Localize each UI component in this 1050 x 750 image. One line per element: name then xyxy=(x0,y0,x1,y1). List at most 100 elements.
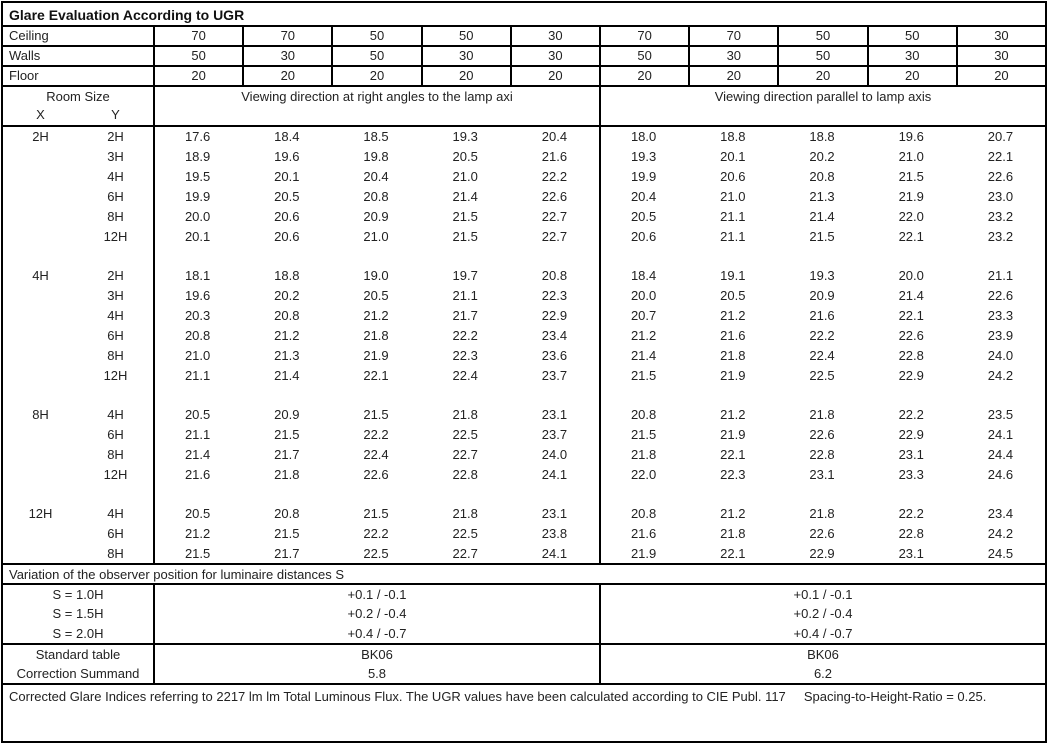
ugr-value: 22.2 xyxy=(898,407,924,422)
ugr-value: 20.5 xyxy=(184,407,211,422)
ugr-value: 22.6 xyxy=(363,467,389,482)
ugr-value: 21.6 xyxy=(630,526,657,541)
ugr-value: 20.8 xyxy=(630,506,657,521)
ugr-value: 21.5 xyxy=(898,169,924,184)
ugr-value: 24.0 xyxy=(541,447,568,462)
ugr-value: 21.5 xyxy=(630,368,657,383)
room-size-x-value: 4H xyxy=(32,268,49,283)
ugr-value: 21.5 xyxy=(274,427,300,442)
ugr-value: 20.2 xyxy=(809,149,835,164)
ugr-value: 19.6 xyxy=(898,129,924,144)
ugr-table-row: 4H 20.3 20.8 21.2 21.7 22.9 20.7 21.2 21… xyxy=(3,306,1045,326)
room-size-y-value: 6H xyxy=(107,189,124,204)
ugr-value: 22.1 xyxy=(720,546,746,561)
room-size-header: Room Size X Y xyxy=(3,87,153,125)
ugr-value: 20.6 xyxy=(720,169,746,184)
ugr-value: 21.7 xyxy=(452,308,478,323)
variation-section-title: Variation of the observer position for l… xyxy=(3,565,1045,585)
reflectance-value: 50 xyxy=(331,27,420,45)
ugr-value: 22.8 xyxy=(898,526,924,541)
ugr-value: 21.5 xyxy=(363,407,389,422)
ugr-value: 22.0 xyxy=(630,467,657,482)
ugr-value: 20.2 xyxy=(274,288,300,303)
reflectance-value: 20 xyxy=(242,67,331,85)
ugr-value: 21.4 xyxy=(809,209,835,224)
ugr-value: 23.8 xyxy=(541,526,568,541)
room-size-y-value: 12H xyxy=(103,368,128,383)
ugr-value: 22.6 xyxy=(809,427,835,442)
variation-value-left: +0.4 / -0.7 xyxy=(153,623,599,643)
ugr-value: 22.6 xyxy=(987,169,1014,184)
room-size-label: Room Size xyxy=(46,89,110,104)
variation-row: S = 2.0H +0.4 / -0.7 +0.4 / -0.7 xyxy=(3,623,1045,643)
viewing-direction-right-angles-header: Viewing direction at right angles to the… xyxy=(153,87,599,125)
reflectance-value: 50 xyxy=(420,27,510,45)
ugr-value: 22.1 xyxy=(720,447,746,462)
ugr-value: 19.3 xyxy=(630,149,657,164)
room-size-x-value xyxy=(3,445,78,465)
ugr-value: 24.5 xyxy=(987,546,1014,561)
ugr-value: 19.0 xyxy=(363,268,389,283)
summary-value-left: BK06 xyxy=(153,645,599,664)
ugr-value: 19.6 xyxy=(184,288,211,303)
room-size-x-value xyxy=(3,465,78,485)
ugr-value: 22.9 xyxy=(898,368,924,383)
ugr-value: 21.8 xyxy=(452,506,478,521)
room-size-x-value xyxy=(3,346,78,366)
x-axis-label: X xyxy=(36,107,45,122)
label-column-divider xyxy=(153,127,155,563)
ugr-value: 22.1 xyxy=(898,229,924,244)
summary-value-right: 6.2 xyxy=(599,664,1045,683)
ugr-value: 21.2 xyxy=(184,526,211,541)
summary-label: Standard table xyxy=(35,647,121,662)
ugr-value: 21.0 xyxy=(720,189,746,204)
ugr-value: 21.6 xyxy=(720,328,746,343)
ugr-value: 22.2 xyxy=(541,169,568,184)
ugr-value: 21.8 xyxy=(274,467,300,482)
ugr-value: 18.0 xyxy=(630,129,657,144)
surface-label: Walls xyxy=(9,48,41,63)
ugr-value: 21.8 xyxy=(809,407,835,422)
ugr-value: 21.6 xyxy=(541,149,568,164)
group-divider xyxy=(599,127,601,563)
ugr-value: 18.9 xyxy=(184,149,211,164)
ugr-value: 20.8 xyxy=(541,268,568,283)
table-title: Glare Evaluation According to UGR xyxy=(3,3,1045,27)
ugr-value: 21.8 xyxy=(452,407,478,422)
ugr-value: 22.2 xyxy=(898,506,924,521)
ugr-value: 23.9 xyxy=(987,328,1014,343)
ugr-value: 21.9 xyxy=(720,427,746,442)
ugr-value: 23.1 xyxy=(898,447,924,462)
ugr-value: 22.2 xyxy=(363,427,389,442)
surface-label: Floor xyxy=(9,68,39,83)
ugr-value: 22.6 xyxy=(898,328,924,343)
room-size-y-value: 8H xyxy=(107,348,124,363)
ugr-value: 22.5 xyxy=(452,526,478,541)
ugr-value: 22.9 xyxy=(541,308,568,323)
reflectance-value: 70 xyxy=(242,27,331,45)
ugr-value: 20.7 xyxy=(987,129,1014,144)
ugr-value: 22.3 xyxy=(720,467,746,482)
surface-label: Ceiling xyxy=(9,28,49,43)
ugr-value: 22.9 xyxy=(898,427,924,442)
ugr-table-row: 12H 4H 20.5 20.8 21.5 21.8 23.1 20.8 21.… xyxy=(3,504,1045,524)
reflectance-value: 20 xyxy=(599,67,688,85)
ugr-value: 22.9 xyxy=(809,546,835,561)
ugr-value: 21.5 xyxy=(452,209,478,224)
ugr-value: 20.4 xyxy=(630,189,657,204)
ugr-table-row: 8H 21.4 21.7 22.4 22.7 24.0 21.8 22.1 22… xyxy=(3,445,1045,465)
ugr-value: 20.5 xyxy=(720,288,746,303)
ugr-value: 24.4 xyxy=(987,447,1014,462)
ugr-value: 20.8 xyxy=(363,189,389,204)
ugr-value: 21.4 xyxy=(184,447,211,462)
ugr-value: 20.7 xyxy=(630,308,657,323)
room-size-x-value xyxy=(3,425,78,445)
reflectance-value: 30 xyxy=(509,27,599,45)
room-size-x-value xyxy=(3,326,78,346)
ugr-value: 21.1 xyxy=(184,427,211,442)
ugr-value: 21.0 xyxy=(898,149,924,164)
ugr-value: 22.5 xyxy=(809,368,835,383)
reflectance-value: 50 xyxy=(153,47,242,65)
ugr-table-row: 6H 19.9 20.5 20.8 21.4 22.6 20.4 21.0 21… xyxy=(3,187,1045,207)
surface-reflectance-row: Floor 20 20 20 20 20 20 20 20 20 20 xyxy=(3,67,1045,87)
